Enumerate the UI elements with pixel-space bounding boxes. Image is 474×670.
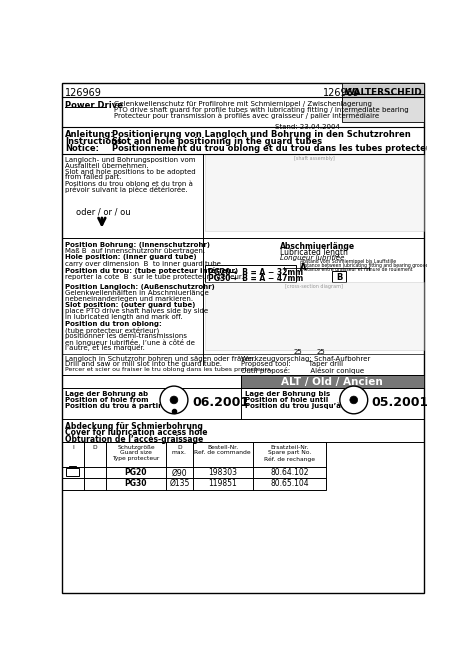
Text: Ø90: Ø90: [172, 468, 187, 478]
Text: Slot and hole positioning in the guard tubes: Slot and hole positioning in the guard t…: [112, 137, 322, 146]
Text: from failed part.: from failed part.: [65, 174, 122, 180]
Text: 119851: 119851: [209, 479, 237, 488]
Text: Distance between lubricating fitting and bearing groove: Distance between lubricating fitting and…: [300, 263, 428, 268]
Text: Outil proposé:         Alésoir conique: Outil proposé: Alésoir conique: [241, 367, 365, 374]
Circle shape: [340, 386, 368, 414]
Text: Notice:: Notice:: [65, 144, 100, 153]
Text: Abdeckung für Schmierbohrung: Abdeckung für Schmierbohrung: [65, 422, 203, 431]
Bar: [205, 282, 423, 350]
Text: Lage der Bohrung bis: Lage der Bohrung bis: [245, 391, 330, 397]
Text: Obturation de l’accès-graissage: Obturation de l’accès-graissage: [65, 435, 204, 444]
Text: Position of hole until: Position of hole until: [245, 397, 328, 403]
Text: Lage der Bohrung ab: Lage der Bohrung ab: [65, 391, 148, 397]
Text: Percer et scier ou fraiser le tru oblong dans les tubes protecteurs.: Percer et scier ou fraiser le tru oblong…: [65, 367, 273, 372]
Text: Position of hole from: Position of hole from: [65, 397, 149, 403]
Bar: [205, 265, 296, 282]
Text: 05.2001: 05.2001: [372, 396, 429, 409]
Text: A: A: [300, 263, 307, 272]
Text: 25: 25: [293, 349, 302, 355]
Text: [shaft assembly]: [shaft assembly]: [294, 156, 335, 161]
Text: Werkzeugvorschlag: Schaf-Aufbohrer: Werkzeugvorschlag: Schaf-Aufbohrer: [241, 356, 371, 362]
Text: Ersatzteil-Nr.
Spare part No.
Réf. de rechange: Ersatzteil-Nr. Spare part No. Réf. de re…: [264, 445, 315, 462]
Bar: [342, 84, 423, 94]
Text: oder / or / ou: oder / or / ou: [76, 208, 131, 216]
Text: Slot position: (outer guard tube): Slot position: (outer guard tube): [65, 302, 196, 308]
Bar: [332, 271, 346, 282]
Bar: [63, 442, 326, 490]
Text: Positionnement du trou oblong et du trou dans les tubes protecteurs: Positionnement du trou oblong et du trou…: [112, 144, 441, 153]
Text: Drill and saw or mill slot into the guard tube.: Drill and saw or mill slot into the guar…: [65, 361, 222, 367]
Text: 80.65.104: 80.65.104: [270, 479, 309, 488]
Text: 126969: 126969: [65, 88, 102, 98]
Text: Bestell-Nr.
Ref. de commande: Bestell-Nr. Ref. de commande: [194, 445, 251, 456]
Text: Stand: 23.04.2004: Stand: 23.04.2004: [275, 123, 340, 129]
Text: PG30: PG30: [125, 479, 147, 488]
Text: positionner les demi-transmissions: positionner les demi-transmissions: [65, 333, 187, 339]
Text: Position du trou: (tube potecteur intérieur): Position du trou: (tube potecteur intéri…: [65, 267, 238, 274]
Text: Positionierung von Langloch und Bohrung in den Schutzrohren: Positionierung von Langloch und Bohrung …: [112, 131, 410, 139]
Text: Longueur lubriflée: Longueur lubriflée: [280, 255, 345, 261]
Bar: [342, 97, 423, 122]
Text: Maß B  auf Innenschutzrohr übertragen.: Maß B auf Innenschutzrohr übertragen.: [65, 249, 206, 254]
Circle shape: [170, 396, 178, 404]
Text: PG20→  B = A − 32mm: PG20→ B = A − 32mm: [208, 267, 303, 277]
Text: Proposed tool:        Taper drill: Proposed tool: Taper drill: [241, 361, 344, 367]
Text: PG20: PG20: [125, 468, 147, 478]
Text: WALTERSCHEID: WALTERSCHEID: [344, 88, 422, 97]
Text: Distance entre graisseur et rainure de roulement: Distance entre graisseur et rainure de r…: [300, 267, 412, 272]
Bar: [69, 466, 76, 468]
Text: en longueur lubriflée, l’une à côté de: en longueur lubriflée, l’une à côté de: [65, 339, 195, 346]
Text: Instructions:: Instructions:: [65, 137, 126, 146]
Circle shape: [350, 396, 357, 404]
Text: Anleitung:: Anleitung:: [65, 131, 115, 139]
Text: 06.2001: 06.2001: [192, 396, 250, 409]
Text: Langloch- und Bohrungsposition vom: Langloch- und Bohrungsposition vom: [65, 157, 196, 163]
Text: Gelenkwellenschutz für Profilrohre mit Schmiernippel / Zwischenlagerung: Gelenkwellenschutz für Profilrohre mit S…: [113, 101, 371, 107]
Text: Langloch in Schutzrohr bohren und sägen oder fräsen.: Langloch in Schutzrohr bohren und sägen …: [65, 356, 256, 362]
Text: D: D: [92, 445, 97, 450]
Text: Positions du trou oblong et du tron à: Positions du trou oblong et du tron à: [65, 180, 193, 187]
Text: B: B: [336, 273, 342, 282]
Bar: [66, 468, 79, 476]
Text: Ausfallteil übernehmen.: Ausfallteil übernehmen.: [65, 163, 149, 169]
Text: Hole position: (inner guard tube): Hole position: (inner guard tube): [65, 255, 197, 261]
Text: I: I: [73, 445, 74, 450]
Text: D
max.: D max.: [172, 445, 187, 456]
Text: Lubricated length: Lubricated length: [280, 249, 348, 257]
Text: Position Langloch: (Außenschutzrohr): Position Langloch: (Außenschutzrohr): [65, 283, 215, 289]
Text: Slot and hole positions to be adopted: Slot and hole positions to be adopted: [65, 169, 196, 175]
Text: Abstand vom Schmiernippel bis Lauffstille: Abstand vom Schmiernippel bis Lauffstill…: [300, 259, 396, 264]
Text: Position du tron oblong:: Position du tron oblong:: [65, 321, 162, 327]
Bar: [205, 153, 423, 230]
Text: Position du trou à partir de: Position du trou à partir de: [65, 402, 174, 409]
Text: (tube protecteur extérieur): (tube protecteur extérieur): [65, 327, 160, 334]
Text: l’autre, et les marquer.: l’autre, et les marquer.: [65, 345, 146, 351]
Text: 80.64.102: 80.64.102: [270, 468, 309, 478]
Text: ALT / Old / Ancien: ALT / Old / Ancien: [281, 377, 383, 387]
Text: 198303: 198303: [208, 468, 237, 478]
Text: place PTO drive shaft halves side by side: place PTO drive shaft halves side by sid…: [65, 308, 209, 314]
Text: PG30→  B = A − 47mm: PG30→ B = A − 47mm: [208, 275, 303, 283]
Bar: [241, 375, 423, 389]
Text: 25: 25: [317, 349, 326, 355]
Text: Position Bohrung: (Innenschutzrohr): Position Bohrung: (Innenschutzrohr): [65, 242, 210, 248]
Text: Ø135: Ø135: [169, 479, 190, 488]
Text: PTO drive shaft guard for profile tubes with lubricating fitting / intermediate : PTO drive shaft guard for profile tubes …: [113, 107, 408, 113]
Circle shape: [160, 386, 188, 414]
Text: [cross-section diagram]: [cross-section diagram]: [285, 285, 343, 289]
Text: Gelenkwellenhälften in Abschmiuerlänge: Gelenkwellenhälften in Abschmiuerlänge: [65, 290, 209, 296]
Text: in lubricated length and mark off.: in lubricated length and mark off.: [65, 314, 183, 320]
Text: 126969: 126969: [323, 88, 360, 98]
Text: Protecteur pour transmission à profilés avec graisseur / palier intermédiaire: Protecteur pour transmission à profilés …: [113, 112, 379, 119]
Bar: [342, 94, 423, 116]
Text: Schutzgröße
Guard size
Type protecteur: Schutzgröße Guard size Type protecteur: [112, 445, 160, 461]
Text: carry over dimension  B  to inner guard tube.: carry over dimension B to inner guard tu…: [65, 261, 224, 267]
Text: reporter la cote  B  sur le tube protecteur intérieur.: reporter la cote B sur le tube protecteu…: [65, 273, 244, 280]
Text: Abschmiuerlänge: Abschmiuerlänge: [280, 242, 355, 251]
Text: Position du trou jusqu’à: Position du trou jusqu’à: [245, 402, 341, 409]
Text: Cover for lubrication access hole: Cover for lubrication access hole: [65, 428, 208, 438]
Text: nebeneinanderlegen und markieren.: nebeneinanderlegen und markieren.: [65, 296, 193, 302]
Text: prévoir suivant la pièce détériorée.: prévoir suivant la pièce détériorée.: [65, 186, 188, 193]
Text: Power Drive: Power Drive: [65, 101, 123, 110]
